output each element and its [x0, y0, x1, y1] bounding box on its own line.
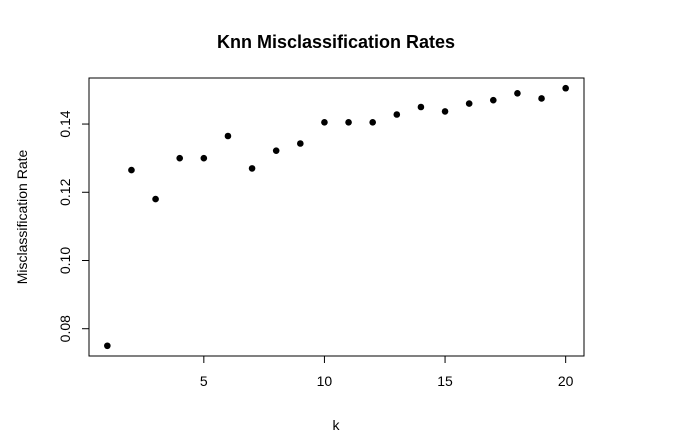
y-axis-label: Misclassification Rate	[14, 149, 30, 284]
data-point	[200, 154, 208, 162]
data-point	[489, 96, 497, 104]
data-points	[104, 84, 569, 350]
data-point	[538, 95, 545, 102]
data-point	[345, 119, 352, 126]
data-point	[441, 108, 449, 115]
chart-title: Knn Misclassification Rates	[217, 32, 455, 52]
data-point	[465, 100, 473, 107]
data-point	[514, 90, 521, 97]
y-tick-label: 0.12	[57, 178, 73, 205]
x-axis: 5 10 15 20	[200, 355, 574, 389]
data-point	[272, 147, 280, 154]
x-tick-label: 20	[558, 373, 574, 389]
x-tick-label: 5	[200, 373, 208, 389]
data-point	[128, 166, 135, 174]
data-point	[369, 119, 376, 126]
data-point	[562, 84, 569, 92]
y-tick-label: 0.08	[57, 315, 73, 342]
x-axis-label: k	[333, 417, 341, 433]
data-point	[297, 140, 304, 147]
x-tick-label: 15	[437, 373, 453, 389]
plot-frame	[88, 77, 585, 357]
data-point	[176, 154, 184, 162]
x-tick-label: 10	[317, 373, 333, 389]
data-point	[417, 103, 425, 111]
data-point	[321, 119, 328, 126]
data-point	[224, 132, 232, 140]
y-axis: 0.08 0.10 0.12 0.14	[57, 110, 90, 342]
y-tick-label: 0.10	[57, 247, 73, 274]
data-point	[152, 195, 159, 203]
data-point	[393, 111, 401, 118]
data-point	[104, 342, 111, 350]
data-point	[248, 165, 256, 172]
y-tick-label: 0.14	[57, 110, 73, 137]
